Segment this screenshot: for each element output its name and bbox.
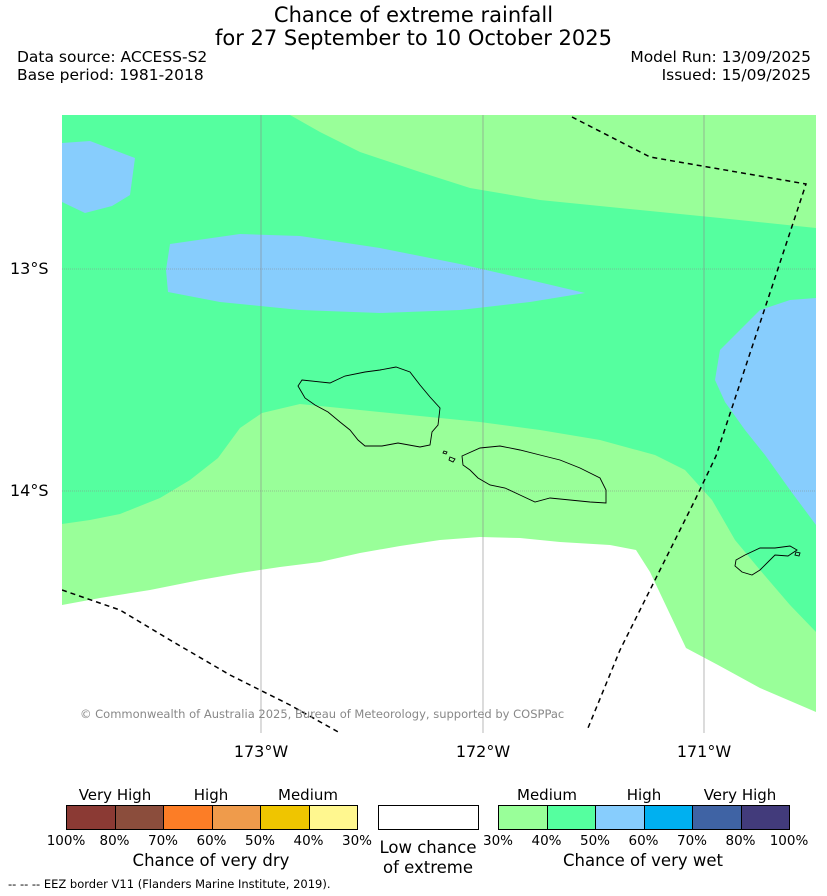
upolu-island (461, 445, 607, 504)
wet-tick-6: 100% (769, 833, 809, 849)
wet-50-60-zone-east (715, 298, 816, 525)
wet-tick-4: 70% (676, 833, 707, 849)
dry-header-high: High (193, 786, 229, 804)
dry-swatch-1 (114, 805, 164, 830)
dry-tick-4: 50% (244, 833, 275, 849)
dry-tick-0: 100% (46, 833, 86, 849)
dry-swatch-0 (66, 805, 116, 830)
wet-header-very-high: Very High (703, 786, 777, 804)
lat-label-14s: 14°S (10, 481, 49, 500)
graticule (62, 115, 816, 733)
dry-tick-5: 40% (293, 833, 324, 849)
savaii-island (297, 366, 441, 448)
wet-tick-1: 40% (531, 833, 562, 849)
aunuu-island (794, 551, 801, 557)
wet-swatch-2 (595, 805, 645, 830)
wet-tick-5: 80% (725, 833, 756, 849)
dry-tick-2: 70% (147, 833, 178, 849)
dry-header-very-high: Very High (78, 786, 152, 804)
dry-tick-3: 60% (196, 833, 227, 849)
dry-swatch-2 (163, 805, 213, 830)
lat-label-13s: 13°S (10, 259, 49, 278)
tutuila-island (734, 545, 798, 576)
dry-swatch-5 (308, 805, 358, 830)
manono-island (448, 456, 456, 463)
wet-swatch-5 (740, 805, 790, 830)
low-chance-label-line2: of extreme (382, 858, 474, 877)
wet-50-60-zone-central (166, 234, 585, 313)
wet-swatch-4 (692, 805, 742, 830)
wet-swatch-3 (643, 805, 693, 830)
wet-swatch-0 (498, 805, 548, 830)
lon-label-171w: 171°W (676, 742, 732, 761)
wet-tick-3: 60% (628, 833, 659, 849)
map-title-line1: Chance of extreme rainfall (273, 3, 554, 27)
wet-tick-0: 30% (482, 833, 513, 849)
dry-tick-1: 80% (99, 833, 130, 849)
map-area (62, 115, 816, 733)
data-source-text: Data source: ACCESS-S2 (17, 48, 208, 66)
apolima-island (442, 450, 448, 455)
dry-header-medium: Medium (278, 786, 338, 804)
low-chance-swatch (378, 805, 479, 830)
wet-swatch-1 (546, 805, 596, 830)
lon-label-172w: 172°W (455, 742, 511, 761)
low-chance-label-line1: Low chance (379, 838, 477, 857)
base-period-text: Base period: 1981-2018 (17, 66, 204, 84)
dry-colorbar-title: Chance of very dry (132, 851, 290, 870)
wet-header-medium: Medium (517, 786, 577, 804)
wet-50-60-zone-nw (62, 141, 135, 213)
dry-swatch-3 (211, 805, 261, 830)
wet-tick-2: 50% (579, 833, 610, 849)
eez-border (62, 116, 807, 733)
dry-swatch-4 (260, 805, 310, 830)
model-run-text: Model Run: 13/09/2025 (630, 48, 811, 66)
coastlines (297, 366, 801, 576)
lon-label-173w: 173°W (233, 742, 289, 761)
wet-header-high: High (626, 786, 662, 804)
copyright-text: © Commonwealth of Australia 2025, Bureau… (80, 707, 564, 721)
wet-colorbar-title: Chance of very wet (563, 851, 723, 870)
dry-tick-6: 30% (341, 833, 372, 849)
map-title-line2: for 27 September to 10 October 2025 (214, 26, 612, 50)
issued-date-text: Issued: 15/09/2025 (661, 66, 811, 84)
eez-footnote: -- -- -- EEZ border V11 (Flanders Marine… (8, 877, 331, 891)
eez-border-southwest (62, 589, 341, 733)
